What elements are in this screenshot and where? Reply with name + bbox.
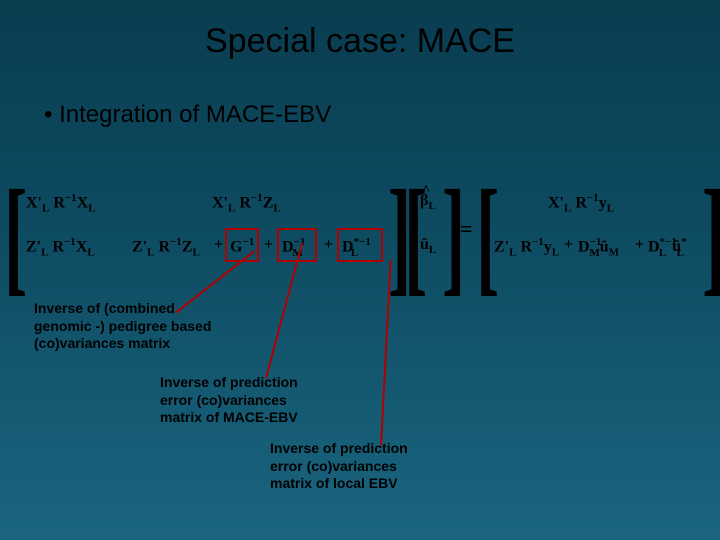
plus2: + (264, 236, 273, 254)
m22a: Z'L R−1ZL (132, 236, 200, 259)
rbracket-3: ] (702, 164, 720, 312)
rhs21a: Z'L R−1yL (494, 236, 559, 259)
annotation-dm: Inverse of prediction error (co)variance… (160, 374, 298, 427)
vec-beta: βL (420, 192, 436, 212)
m21: Z'L R−1XL (26, 236, 95, 259)
annotation-g: Inverse of (combined genomic -) pedigree… (34, 300, 211, 353)
rhs21c: D*−1Lû*L (648, 236, 684, 259)
annotation-dl: Inverse of prediction error (co)variance… (270, 440, 408, 493)
box-dl (337, 228, 383, 262)
m11: X'L R−1XL (26, 192, 96, 215)
plus3: + (324, 236, 333, 254)
box-g (225, 228, 259, 262)
vec-u: ûL (420, 236, 436, 256)
bullet-text: Integration of MACE-EBV (0, 61, 720, 129)
rhs-plus1: + (564, 236, 573, 254)
lbracket-1: [ (4, 164, 27, 312)
rhs11: X'L R−1yL (548, 192, 614, 215)
rhs-plus2: + (635, 236, 644, 254)
plus1: + (214, 236, 223, 254)
m12: X'L R−1ZL (212, 192, 281, 215)
equation-block: [ ] X'L R−1XL X'L R−1ZL Z'L R−1XL Z'L R−… (4, 180, 716, 290)
equals-icon: = (460, 216, 473, 242)
rhs21b: D−1MûM (578, 236, 619, 259)
slide-title: Special case: MACE (0, 0, 720, 61)
